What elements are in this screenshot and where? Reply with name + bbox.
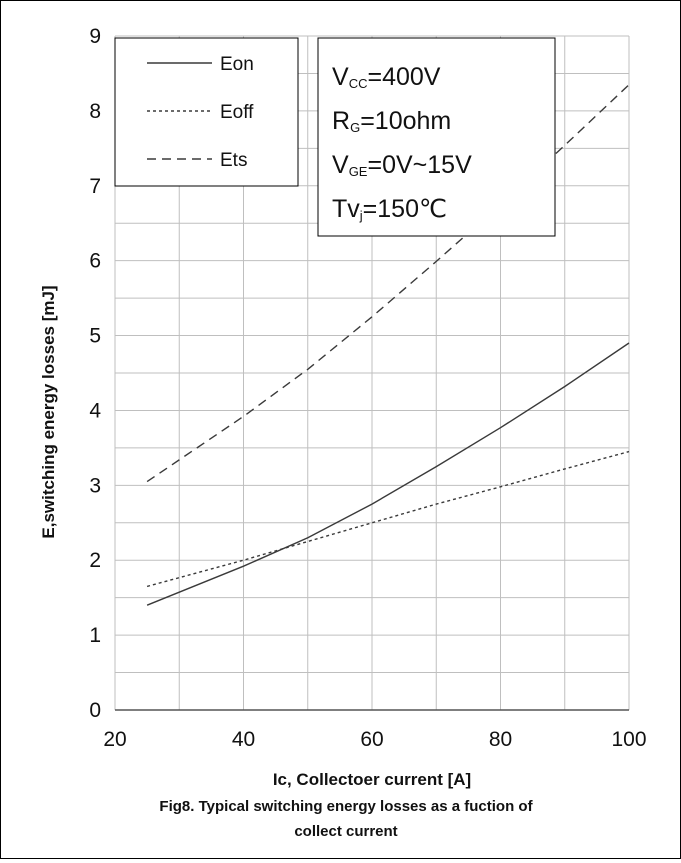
conditions-frame [317, 37, 556, 237]
y-tick-label: 3 [89, 474, 101, 497]
y-tick-label: 1 [89, 624, 101, 647]
condition-line: VGE=0V~15V [332, 151, 472, 179]
y-tick-label: 4 [89, 399, 101, 422]
caption-line-2: collect current [294, 823, 397, 840]
y-tick-label: 9 [89, 25, 101, 48]
x-tick-label: 100 [611, 728, 646, 751]
condition-line: Tvj=150℃ [332, 195, 447, 223]
legend-label-eoff: Eoff [220, 102, 254, 123]
legend-box [114, 37, 299, 187]
series-line-eoff [146, 450, 630, 588]
y-tick-label: 7 [89, 175, 101, 198]
conditions-box: VCC=400V RG=10ohm VGE=0V~15V Tvj=150℃ [317, 37, 556, 237]
x-tick-label: 80 [489, 728, 512, 751]
y-tick-label: 0 [89, 699, 101, 722]
y-tick-label: 5 [89, 325, 101, 348]
y-tick-label: 8 [89, 100, 101, 123]
x-axis-title: Ic, Collectoer current [A] [273, 770, 471, 789]
caption-line-1: Fig8. Typical switching energy losses as… [159, 798, 533, 815]
y-tick-label: 2 [89, 549, 101, 572]
y-tick-label: 6 [89, 250, 101, 273]
x-tick-labels: 20 40 60 80 100 [103, 728, 646, 751]
series-line-eon [146, 342, 630, 606]
condition-line: VCC=400V [332, 63, 441, 91]
legend-label-ets: Ets [220, 150, 247, 171]
condition-line: RG=10ohm [332, 107, 451, 135]
series-lines [146, 84, 630, 606]
legend: Eon Eoff Ets [114, 37, 299, 187]
x-tick-label: 20 [103, 728, 126, 751]
x-tick-label: 60 [360, 728, 383, 751]
x-tick-label: 40 [232, 728, 255, 751]
series-line-ets [146, 84, 630, 483]
y-axis-title: E,switching energy losses [mJ] [39, 285, 58, 538]
y-tick-labels: 0 1 2 3 4 5 6 7 8 9 [89, 25, 101, 722]
legend-label-eon: Eon [220, 54, 254, 75]
